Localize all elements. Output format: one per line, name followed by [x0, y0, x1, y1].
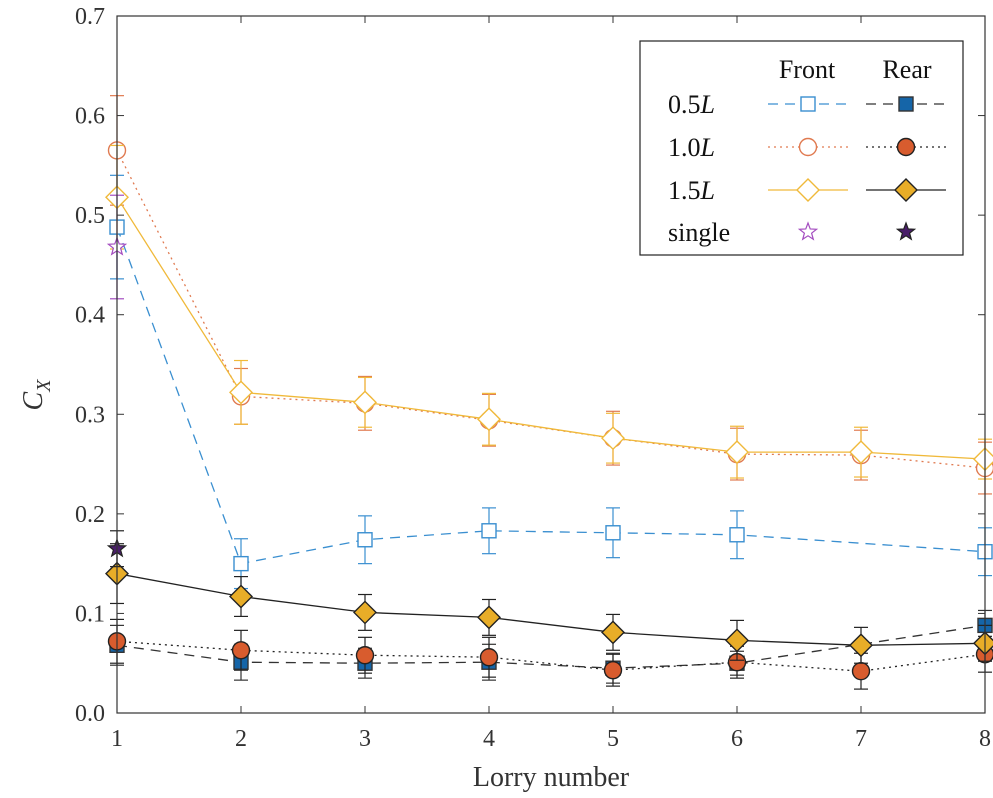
x-tick-label-3: 3 — [359, 726, 371, 752]
legend-marker-single-front — [797, 221, 819, 241]
y-tick-label-4: 0.4 — [75, 303, 105, 329]
axes: 1 2 3 4 5 6 7 8 0.0 0.1 0.2 0.3 0.4 0.5 0.6 0.7 — [75, 4, 991, 752]
point-1.5L-rear-5 — [601, 620, 625, 645]
point-1.5L-front-7 — [849, 440, 873, 465]
point-1.5L-front-2 — [229, 380, 253, 405]
legend-marker-0.5L-rear — [898, 96, 914, 112]
point-1.0L-rear-2 — [231, 641, 251, 660]
legend-header-rear: Rear — [882, 55, 931, 84]
y-tick-label-0: 0.0 — [75, 701, 105, 727]
x-tick-label-2: 2 — [235, 726, 247, 752]
point-1.5L-front-4 — [477, 407, 501, 432]
point-1.5L-rear-3 — [353, 600, 377, 625]
x-tick-label-5: 5 — [607, 726, 619, 752]
legend-label-1: 1.0L — [668, 133, 715, 162]
y-axis-title-main: C — [18, 391, 49, 410]
y-tick-label-2: 0.2 — [75, 502, 105, 528]
legend-row-2: 1.5L — [668, 176, 946, 205]
point-0.5L-front-6 — [729, 527, 745, 543]
legend-marker-1.5L-rear — [894, 178, 918, 202]
legend-marker-1.5L-front — [796, 178, 820, 202]
legend-row-0: 0.5L — [668, 90, 946, 119]
point-1.0L-rear-5 — [603, 660, 623, 680]
legend-label-italic: L — [700, 176, 715, 205]
x-tick-label-8: 8 — [979, 726, 991, 752]
legend-marker-1.0L-rear — [896, 137, 916, 157]
x-tick-label-6: 6 — [731, 726, 743, 752]
legend-label-italic: L — [700, 133, 715, 162]
legend-row-3: single — [668, 218, 917, 247]
point-1.0L-rear-4 — [479, 648, 499, 667]
x-axis-title: Lorry number — [473, 762, 630, 793]
axes-frame — [116, 15, 986, 714]
y-tick-label-5: 0.5 — [75, 203, 105, 229]
series-line-1.0L-rear — [116, 640, 986, 672]
series-1.5L-front — [105, 144, 993, 480]
point-1.0L-rear-7 — [851, 661, 871, 681]
y-tick-label-6: 0.6 — [75, 104, 105, 130]
legend-marker-single-rear — [895, 221, 917, 241]
legend-marker-0.5L-front — [800, 96, 816, 112]
series-line-1.5L-front — [116, 196, 986, 460]
x-tick-label-4: 4 — [483, 726, 495, 752]
point-0.5L-front-2 — [233, 555, 249, 572]
point-1.5L-rear-4 — [477, 605, 501, 630]
x-tick-label-1: 1 — [111, 726, 123, 752]
legend-header-front: Front — [779, 55, 836, 84]
legend-label-number: 0.5 — [668, 90, 701, 119]
legend-row-1: 1.0L — [668, 133, 946, 162]
point-0.5L-front-3 — [357, 532, 373, 548]
legend-label-2: 1.5L — [668, 176, 715, 205]
point-1.5L-rear-2 — [229, 584, 253, 609]
legend-label-italic: L — [700, 90, 715, 119]
legend-label-3: single — [668, 218, 730, 247]
svg-text:CX: CX — [18, 379, 55, 411]
y-tick-label-1: 0.1 — [75, 601, 105, 627]
series-line-1.5L-rear — [116, 572, 986, 646]
legend-label-number: 1.5 — [668, 176, 701, 205]
point-0.5L-front-4 — [481, 523, 497, 539]
x-tick-label-7: 7 — [855, 726, 867, 752]
y-axis-title: CX — [18, 379, 55, 411]
point-1.5L-front-3 — [353, 390, 377, 415]
y-axis-title-sub: X — [33, 379, 55, 393]
legend-label-0: 0.5L — [668, 90, 715, 119]
y-tick-label-3: 0.3 — [75, 402, 105, 428]
legend-label-number: single — [668, 218, 730, 247]
y-tick-label-7: 0.7 — [75, 4, 105, 30]
legend-label-number: 1.0 — [668, 133, 701, 162]
point-1.5L-rear-6 — [725, 628, 749, 653]
legend-marker-1.0L-front — [798, 137, 818, 157]
point-1.0L-rear-3 — [355, 646, 375, 665]
point-1.5L-front-6 — [725, 440, 749, 465]
point-0.5L-front-5 — [605, 525, 621, 541]
point-1.5L-rear-7 — [849, 633, 873, 658]
point-1.5L-front-5 — [601, 426, 625, 451]
